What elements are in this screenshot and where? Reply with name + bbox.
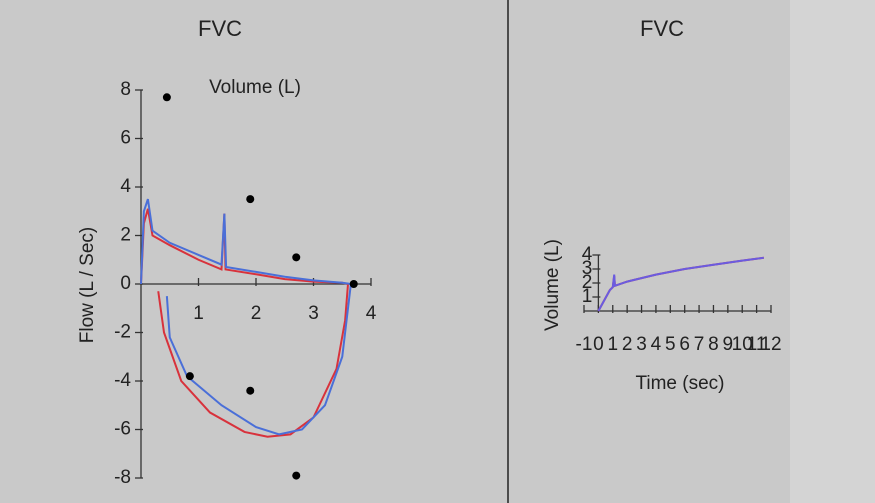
y-tick-label: -8 bbox=[114, 467, 131, 488]
predicted-point bbox=[292, 471, 301, 480]
x-tick-label: 2 bbox=[251, 303, 262, 324]
y-tick-label: -6 bbox=[114, 419, 131, 440]
x-tick-label: 3 bbox=[308, 303, 319, 324]
x-tick-label: 8 bbox=[708, 334, 719, 355]
x-tick-label: 5 bbox=[665, 334, 676, 355]
x-tick-label: 2 bbox=[622, 334, 633, 355]
y-tick-label: 4 bbox=[120, 176, 131, 197]
x-tick-label: 1 bbox=[607, 334, 618, 355]
x-tick-label: 7 bbox=[694, 334, 705, 355]
predicted-point bbox=[246, 195, 255, 204]
predicted-point bbox=[185, 372, 194, 381]
x-tick-label: 9 bbox=[723, 334, 734, 355]
predicted-point bbox=[292, 253, 301, 262]
y-tick-label: 1 bbox=[582, 286, 593, 307]
y-axis-label: Volume (L) bbox=[542, 239, 563, 331]
flow-line bbox=[140, 198, 352, 436]
x-axis-label: Time (sec) bbox=[635, 373, 724, 394]
x-tick-label: 11 bbox=[747, 334, 767, 355]
y-tick-label: -4 bbox=[114, 370, 131, 391]
x-tick-label: 12 bbox=[760, 334, 781, 355]
y-tick-label: 6 bbox=[120, 128, 131, 149]
predicted-point bbox=[349, 280, 358, 288]
x-tick-label: 3 bbox=[636, 334, 647, 355]
y-tick-label: 3 bbox=[582, 258, 593, 279]
chart-title: FVC bbox=[198, 16, 242, 41]
x-tick-label: -1 bbox=[576, 334, 593, 355]
side-strip bbox=[790, 0, 875, 503]
flow-line bbox=[597, 256, 764, 312]
y-tick-label: 8 bbox=[120, 79, 131, 100]
y-tick-label: -2 bbox=[114, 322, 131, 343]
predicted-point bbox=[246, 386, 255, 395]
x-tick-label: 4 bbox=[651, 334, 662, 355]
x-tick-label: 1 bbox=[193, 303, 204, 324]
y-tick-label: 4 bbox=[582, 244, 593, 265]
x-tick-label: 6 bbox=[679, 334, 690, 355]
y-tick-label: 2 bbox=[582, 272, 593, 293]
x-tick-label: 10 bbox=[732, 334, 753, 355]
x-axis-label: Volume (L) bbox=[209, 77, 301, 98]
y-axis-label: Flow (L / Sec) bbox=[77, 227, 98, 344]
y-tick-label: 2 bbox=[120, 225, 131, 246]
flow-line bbox=[597, 256, 764, 312]
x-tick-label: 0 bbox=[593, 334, 604, 355]
chart-title: FVC bbox=[640, 16, 684, 41]
x-tick-label: 4 bbox=[366, 303, 377, 324]
predicted-point bbox=[162, 93, 171, 102]
y-tick-label: 0 bbox=[120, 273, 131, 294]
